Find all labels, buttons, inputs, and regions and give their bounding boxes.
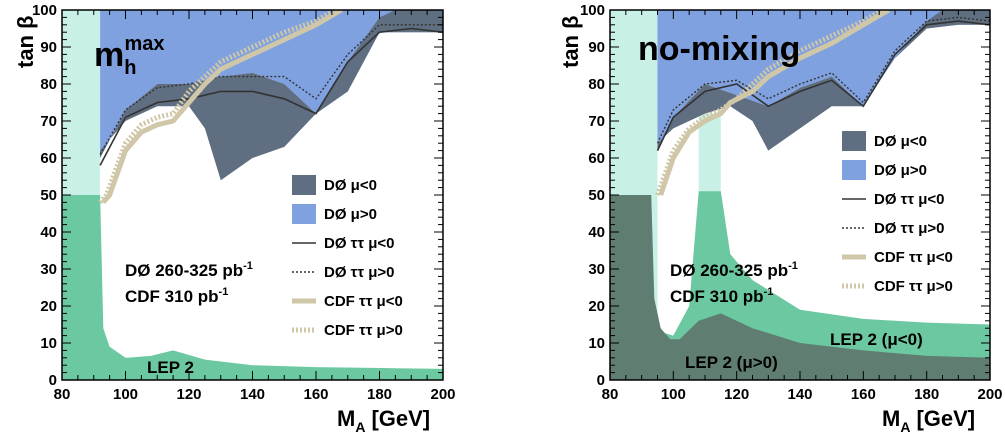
left-legend: DØ μ<0 DØ μ>0 DØ ττ μ<0 DØ ττ μ>0 CDF ττ μ<0… (292, 175, 403, 339)
y-tick-label: 40 (40, 224, 57, 241)
y-tick-label: 40 (588, 224, 605, 241)
left-plot-area: 80 100 120 140 160 180 200 0 10 20 30 40 50 60 70 80 90 1… (32, 2, 456, 403)
legend-item: DØ ττ μ>0 (292, 264, 395, 281)
legend-label: DØ ττ μ>0 (874, 220, 945, 237)
curve-cdf-tautau-mu-pos (98, 10, 337, 205)
legend-label: DØ μ<0 (324, 177, 377, 194)
right-lumi-cdf: CDF 310 pb-1 (670, 286, 773, 306)
x-tick-label: 80 (602, 386, 619, 403)
legend-label: DØ μ<0 (874, 133, 927, 150)
right-xlabel: MA [GeV] (882, 406, 975, 435)
legend-label: CDF ττ μ<0 (324, 293, 403, 310)
y-tick-label: 70 (40, 113, 57, 130)
y-tick-label: 30 (588, 261, 605, 278)
x-tick-label: 140 (787, 386, 812, 403)
legend-label: DØ ττ μ<0 (874, 191, 945, 208)
left-title: mhmax (94, 33, 164, 79)
legend-swatch (842, 131, 866, 151)
legend-label: DØ ττ μ>0 (324, 264, 395, 281)
right-lep-neg-label: LEP 2 (μ<0) (830, 330, 923, 349)
legend-item: DØ ττ μ<0 (292, 235, 395, 252)
right-title: no-mixing (638, 30, 800, 68)
x-tick-label: 120 (724, 386, 749, 403)
x-tick-label: 200 (430, 386, 455, 403)
legend-item: DØ μ>0 (292, 204, 377, 224)
legend-label: CDF ττ μ<0 (874, 249, 953, 266)
region-lep (62, 195, 443, 380)
legend-label: DØ μ>0 (324, 206, 377, 223)
y-tick-label: 60 (588, 150, 605, 167)
curve-d0-tautau-mu-neg (656, 20, 990, 151)
left-ylabel: tan β (13, 15, 38, 68)
x-tick-label: 100 (661, 386, 686, 403)
y-tick-label: 90 (588, 39, 605, 56)
legend-item: CDF ττ μ<0 (292, 293, 403, 310)
y-tick-label: 50 (588, 187, 605, 204)
y-tick-label: 50 (40, 187, 57, 204)
x-tick-label: 180 (914, 386, 939, 403)
x-tick-label: 120 (176, 386, 201, 403)
y-tick-label: 20 (588, 298, 605, 315)
legend-item: CDF ττ μ>0 (842, 278, 953, 295)
y-tick-label: 0 (597, 372, 605, 389)
y-tick-label: 10 (40, 335, 57, 352)
x-tick-label: 200 (977, 386, 1002, 403)
region-d0-mu-neg (657, 10, 990, 151)
x-tick-label: 140 (240, 386, 265, 403)
region-d0-mu-pos (100, 10, 443, 158)
legend-label: CDF ττ μ>0 (874, 278, 953, 295)
legend-item: DØ μ>0 (842, 160, 927, 180)
y-tick-label: 90 (40, 39, 57, 56)
curve-cdf-tautau-mu-pos (655, 10, 884, 196)
left-lumi-d0: DØ 260-325 pb-1 (125, 260, 253, 280)
curve-d0-tautau-mu-neg (99, 27, 443, 166)
x-tick-label: 180 (367, 386, 392, 403)
legend-item: DØ ττ μ<0 (842, 191, 945, 208)
legend-item: CDF ττ μ>0 (292, 322, 403, 339)
legend-swatch (292, 204, 316, 224)
left-xlabel: MA [GeV] (337, 406, 430, 435)
x-tick-label: 80 (54, 386, 71, 403)
y-tick-label: 100 (32, 2, 57, 19)
y-tick-label: 10 (588, 335, 605, 352)
right-lep-pos-label: LEP 2 (μ>0) (685, 353, 778, 372)
y-tick-label: 100 (580, 2, 605, 19)
x-tick-label: 160 (851, 386, 876, 403)
right-lumi-d0: DØ 260-325 pb-1 (670, 260, 798, 280)
legend-item: DØ μ<0 (842, 131, 927, 151)
y-tick-label: 80 (588, 76, 605, 93)
left-lumi-cdf: CDF 310 pb-1 (125, 286, 228, 306)
y-tick-label: 70 (588, 113, 605, 130)
y-tick-label: 30 (40, 261, 57, 278)
legend-item: DØ μ<0 (292, 175, 377, 195)
x-tick-label: 160 (303, 386, 328, 403)
right-ylabel: tan β (558, 15, 583, 68)
left-panel: 80 100 120 140 160 180 200 0 10 20 30 40 50 60 70 80 90 1… (13, 2, 456, 435)
left-lep-label: LEP 2 (147, 358, 194, 377)
right-plot-area: 80 100 120 140 160 180 200 0 10 20 30 40 50 60 70 80 90 1… (580, 2, 1003, 403)
legend-swatch (292, 175, 316, 195)
right-legend: DØ μ<0 DØ μ>0 DØ ττ μ<0 DØ ττ μ>0 CDF ττ μ<0… (842, 131, 953, 295)
legend-label: CDF ττ μ>0 (324, 322, 403, 339)
legend-item: DØ ττ μ>0 (842, 220, 945, 237)
y-tick-label: 80 (40, 76, 57, 93)
legend-item: CDF ττ μ<0 (842, 249, 953, 266)
right-panel: 80 100 120 140 160 180 200 0 10 20 30 40 50 60 70 80 90 1… (558, 2, 1003, 435)
curve-cdf-tautau-mu-neg (101, 10, 343, 205)
x-tick-label: 100 (113, 386, 138, 403)
region-lep-mu-pos (610, 195, 990, 380)
y-tick-label: 60 (40, 150, 57, 167)
y-tick-label: 0 (49, 372, 57, 389)
legend-label: DØ μ>0 (874, 162, 927, 179)
curve-cdf-tautau-mu-neg (658, 10, 890, 196)
legend-swatch (842, 160, 866, 180)
legend-label: DØ ττ μ<0 (324, 235, 395, 252)
y-tick-label: 20 (40, 298, 57, 315)
